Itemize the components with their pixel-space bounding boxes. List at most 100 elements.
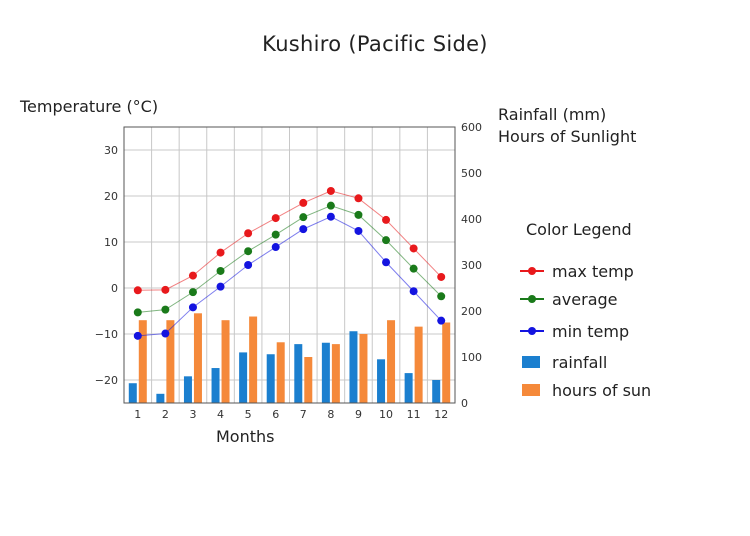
legend-label: min temp: [552, 321, 630, 341]
point-min-temp-month-8: [326, 212, 335, 221]
bar-hours-of-sun-month-2: [166, 320, 175, 403]
point-average-month-4: [216, 266, 225, 275]
bar-rainfall-month-7: [294, 344, 303, 403]
legend-swatch: [520, 292, 544, 306]
x-tick-label-month-5: 5: [245, 408, 252, 421]
point-average-month-12: [437, 292, 446, 301]
y-right-tick-label: 300: [461, 259, 482, 272]
y-right-tick-label: 100: [461, 351, 482, 364]
point-min-temp-month-6: [271, 243, 280, 252]
point-average-month-3: [188, 288, 197, 297]
point-max-temp-month-4: [216, 248, 225, 257]
point-max-temp-month-7: [299, 198, 308, 207]
point-min-temp-month-5: [244, 261, 253, 269]
line-min-temp: [137, 216, 442, 337]
y-right-tick-label: 600: [461, 121, 482, 134]
x-axis-label: Months: [216, 427, 275, 446]
bar-hours-of-sun-month-6: [276, 342, 285, 403]
bar-rainfall-month-2: [156, 393, 165, 403]
x-tick-label-month-7: 7: [300, 408, 307, 421]
x-tick-label-month-4: 4: [217, 408, 224, 421]
point-average-month-1: [133, 308, 142, 317]
point-max-temp-month-12: [437, 272, 446, 281]
point-max-temp-month-6: [271, 214, 280, 223]
bar-hours-of-sun-month-3: [193, 313, 202, 403]
chart-title: Kushiro (Pacific Side): [262, 32, 488, 56]
bar-rainfall-month-5: [239, 352, 248, 403]
bar-hours-of-sun-month-12: [442, 322, 451, 403]
x-tick-label-month-6: 6: [272, 408, 279, 421]
bar-hours-of-sun-month-9: [359, 334, 368, 403]
y-axis-right-label: Rainfall (mm) Hours of Sunlight: [498, 104, 636, 148]
bar-rainfall-month-6: [266, 354, 275, 403]
legend-item-average: average: [520, 288, 618, 310]
y-left-tick-label: −10: [95, 328, 118, 341]
y-left-tick-label: −20: [95, 374, 118, 387]
bar-rainfall-month-10: [377, 359, 386, 403]
point-average-month-7: [299, 213, 308, 222]
point-min-temp-month-10: [382, 258, 391, 267]
point-average-month-11: [409, 264, 418, 273]
bar-rainfall-month-12: [432, 380, 441, 403]
legend-item-min-temp: min temp: [520, 320, 629, 342]
bar-hours-of-sun-month-10: [387, 320, 396, 403]
legend-title: Color Legend: [526, 220, 632, 239]
bar-rainfall-month-4: [211, 368, 220, 403]
legend-label: hours of sun: [552, 380, 652, 400]
point-max-temp-month-1: [133, 286, 142, 295]
legend-label: max temp: [552, 261, 634, 281]
point-max-temp-month-10: [382, 215, 391, 224]
line-average: [137, 205, 442, 313]
y-left-tick-label: 0: [111, 282, 118, 295]
plot-frame: [123, 126, 456, 404]
legend-item-max-temp: max temp: [520, 260, 634, 282]
bar-rainfall-month-8: [321, 342, 330, 403]
legend-swatch: [520, 383, 544, 397]
x-tick-label-month-10: 10: [379, 408, 393, 421]
bar-hours-of-sun-month-1: [138, 320, 147, 403]
point-min-temp-month-2: [161, 329, 170, 338]
point-max-temp-month-5: [244, 229, 253, 238]
bar-rainfall-month-9: [349, 331, 358, 403]
point-max-temp-month-11: [409, 244, 418, 253]
y-right-tick-label: 0: [461, 397, 468, 410]
point-average-month-10: [382, 236, 391, 245]
point-min-temp-month-4: [216, 282, 225, 291]
legend-swatch: [520, 355, 544, 369]
point-min-temp-month-11: [409, 287, 418, 296]
point-min-temp-month-12: [437, 316, 446, 325]
legend-swatch: [520, 324, 544, 338]
legend-item-rainfall: rainfall: [520, 351, 607, 373]
bar-hours-of-sun-month-11: [414, 326, 423, 403]
bar-hours-of-sun-month-4: [221, 320, 230, 403]
bar-rainfall-month-3: [183, 376, 192, 403]
point-average-month-6: [271, 230, 280, 239]
bar-rainfall-month-11: [404, 373, 413, 403]
point-average-month-5: [244, 247, 253, 256]
point-average-month-8: [326, 201, 335, 210]
x-tick-label-month-1: 1: [134, 408, 141, 421]
bar-rainfall-month-1: [128, 383, 137, 403]
point-average-month-2: [161, 305, 170, 314]
y-left-tick-label: 30: [104, 144, 118, 157]
bar-hours-of-sun-month-7: [304, 357, 313, 403]
legend-swatch: [520, 264, 544, 278]
point-max-temp-month-9: [354, 194, 363, 203]
x-tick-label-month-8: 8: [327, 408, 334, 421]
y-right-tick-label: 500: [461, 167, 482, 180]
point-min-temp-month-1: [133, 331, 142, 340]
point-max-temp-month-3: [188, 271, 197, 280]
x-tick-label-month-9: 9: [355, 408, 362, 421]
legend-label: rainfall: [552, 352, 608, 372]
point-min-temp-month-9: [354, 226, 363, 235]
x-tick-label-month-11: 11: [407, 408, 421, 421]
y-right-tick-label: 400: [461, 213, 482, 226]
point-max-temp-month-8: [326, 186, 335, 195]
legend-item-hours-of-sun: hours of sun: [520, 379, 651, 401]
point-min-temp-month-7: [299, 225, 308, 234]
y-left-tick-label: 10: [104, 236, 118, 249]
x-tick-label-month-12: 12: [434, 408, 448, 421]
x-tick-label-month-3: 3: [189, 408, 196, 421]
point-min-temp-month-3: [188, 303, 197, 312]
